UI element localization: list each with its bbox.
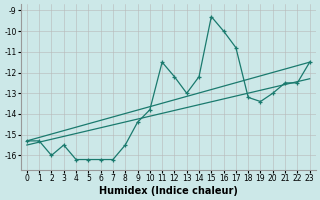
- X-axis label: Humidex (Indice chaleur): Humidex (Indice chaleur): [99, 186, 238, 196]
